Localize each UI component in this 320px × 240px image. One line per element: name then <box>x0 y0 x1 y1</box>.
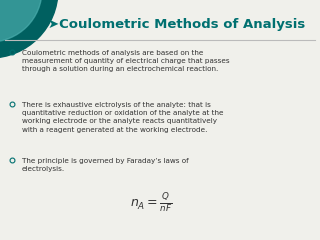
Text: $n_A = \frac{Q}{nF}$: $n_A = \frac{Q}{nF}$ <box>130 192 172 215</box>
Circle shape <box>0 0 42 42</box>
Text: There is exhaustive elctrolysis of the analyte: that is
quantitative reduction o: There is exhaustive elctrolysis of the a… <box>22 102 223 133</box>
Circle shape <box>0 0 58 58</box>
Text: Coulometric methods of analysis are based on the
measurement of quantity of elec: Coulometric methods of analysis are base… <box>22 50 230 72</box>
Text: ➤Coulometric Methods of Analysis: ➤Coulometric Methods of Analysis <box>48 18 305 31</box>
Text: The principle is governed by Faraday’s laws of
electrolysis.: The principle is governed by Faraday’s l… <box>22 158 188 172</box>
